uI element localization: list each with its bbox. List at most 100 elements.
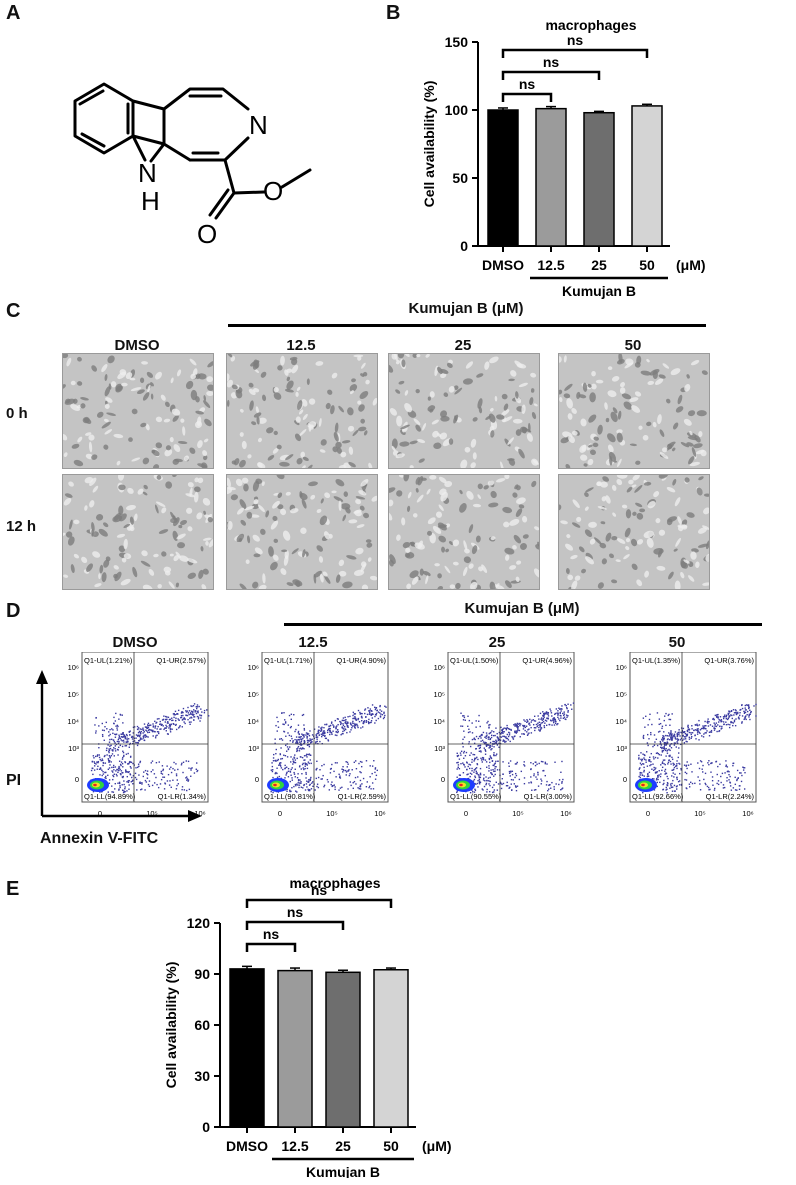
event-dot bbox=[489, 784, 491, 787]
event-dot bbox=[158, 732, 160, 735]
event-dot bbox=[303, 724, 305, 726]
event-dot bbox=[647, 733, 649, 736]
event-dot bbox=[557, 716, 559, 719]
event-dot bbox=[196, 715, 199, 718]
cell bbox=[705, 553, 709, 562]
cell bbox=[452, 561, 459, 566]
event-dot bbox=[643, 758, 646, 761]
event-dot bbox=[103, 739, 105, 742]
event-dot bbox=[523, 764, 525, 766]
event-dot bbox=[123, 734, 126, 736]
event-dot bbox=[127, 763, 129, 765]
event-dot bbox=[369, 721, 371, 724]
event-dot bbox=[112, 739, 115, 741]
event-dot bbox=[511, 770, 514, 773]
event-dot bbox=[113, 722, 115, 725]
event-dot bbox=[169, 718, 171, 721]
event-dot bbox=[317, 786, 320, 789]
event-dot bbox=[655, 752, 658, 755]
cell bbox=[206, 376, 213, 383]
cell bbox=[618, 354, 623, 364]
cell bbox=[282, 530, 291, 541]
event-dot bbox=[332, 724, 334, 726]
event-dot bbox=[495, 753, 498, 755]
event-dot bbox=[477, 758, 479, 761]
cell bbox=[258, 417, 267, 424]
cell bbox=[662, 363, 670, 369]
event-dot bbox=[306, 780, 308, 782]
event-dot bbox=[185, 711, 188, 713]
cell bbox=[656, 565, 666, 571]
cell bbox=[201, 584, 207, 589]
event-dot bbox=[710, 731, 713, 733]
cell bbox=[118, 484, 126, 491]
cell bbox=[490, 407, 494, 412]
event-dot bbox=[136, 744, 139, 747]
event-dot bbox=[304, 789, 307, 791]
event-dot bbox=[651, 723, 653, 726]
cell bbox=[611, 579, 618, 584]
event-dot bbox=[107, 768, 110, 771]
event-dot bbox=[475, 767, 478, 769]
event-dot bbox=[308, 789, 311, 792]
cell bbox=[673, 548, 678, 552]
event-dot bbox=[122, 739, 125, 742]
event-dot bbox=[663, 731, 665, 733]
event-dot bbox=[306, 767, 309, 770]
event-dot bbox=[552, 720, 555, 722]
cell bbox=[281, 549, 288, 553]
event-dot bbox=[354, 776, 357, 779]
event-dot bbox=[176, 779, 178, 781]
cell bbox=[119, 513, 127, 522]
event-dot bbox=[741, 774, 743, 777]
cell bbox=[417, 476, 424, 486]
event-dot bbox=[473, 742, 476, 745]
bar-3 bbox=[631, 105, 663, 247]
event-dot bbox=[143, 723, 146, 725]
event-dot bbox=[127, 780, 129, 782]
cell bbox=[252, 534, 260, 542]
cell bbox=[260, 371, 267, 378]
event-dot bbox=[537, 774, 539, 776]
event-dot bbox=[486, 788, 488, 791]
event-dot bbox=[558, 779, 561, 781]
event-dot bbox=[334, 788, 336, 791]
cell bbox=[444, 565, 451, 574]
cell bbox=[571, 430, 578, 436]
event-dot bbox=[119, 763, 122, 766]
cell bbox=[178, 555, 189, 562]
cell bbox=[227, 486, 236, 491]
event-dot bbox=[124, 761, 126, 763]
event-dot bbox=[152, 735, 154, 737]
cell bbox=[505, 554, 510, 561]
event-dot bbox=[192, 714, 194, 716]
event-dot bbox=[675, 738, 677, 740]
event-dot bbox=[374, 706, 376, 709]
event-dot bbox=[656, 777, 658, 780]
event-dot bbox=[477, 774, 480, 776]
event-dot bbox=[501, 730, 504, 732]
event-dot bbox=[360, 727, 362, 729]
event-dot bbox=[503, 735, 506, 738]
cell bbox=[270, 561, 278, 571]
cell bbox=[202, 450, 208, 457]
event-dot bbox=[108, 749, 111, 752]
event-dot bbox=[338, 773, 340, 775]
event-dot bbox=[490, 736, 493, 739]
cell bbox=[389, 364, 394, 373]
event-dot bbox=[307, 789, 310, 792]
cell bbox=[196, 512, 203, 520]
quadrant-label-ul: Q1-UL(1.35%) bbox=[632, 656, 681, 665]
cell bbox=[88, 441, 93, 453]
event-dot bbox=[482, 741, 485, 743]
event-dot bbox=[316, 736, 319, 738]
event-dot bbox=[677, 739, 679, 742]
event-dot bbox=[554, 719, 556, 721]
event-dot bbox=[131, 780, 134, 782]
event-dot bbox=[156, 783, 158, 786]
event-dot bbox=[677, 752, 680, 754]
cell bbox=[140, 422, 147, 428]
event-dot bbox=[695, 724, 697, 726]
event-dot bbox=[122, 756, 124, 759]
cell bbox=[468, 524, 474, 534]
